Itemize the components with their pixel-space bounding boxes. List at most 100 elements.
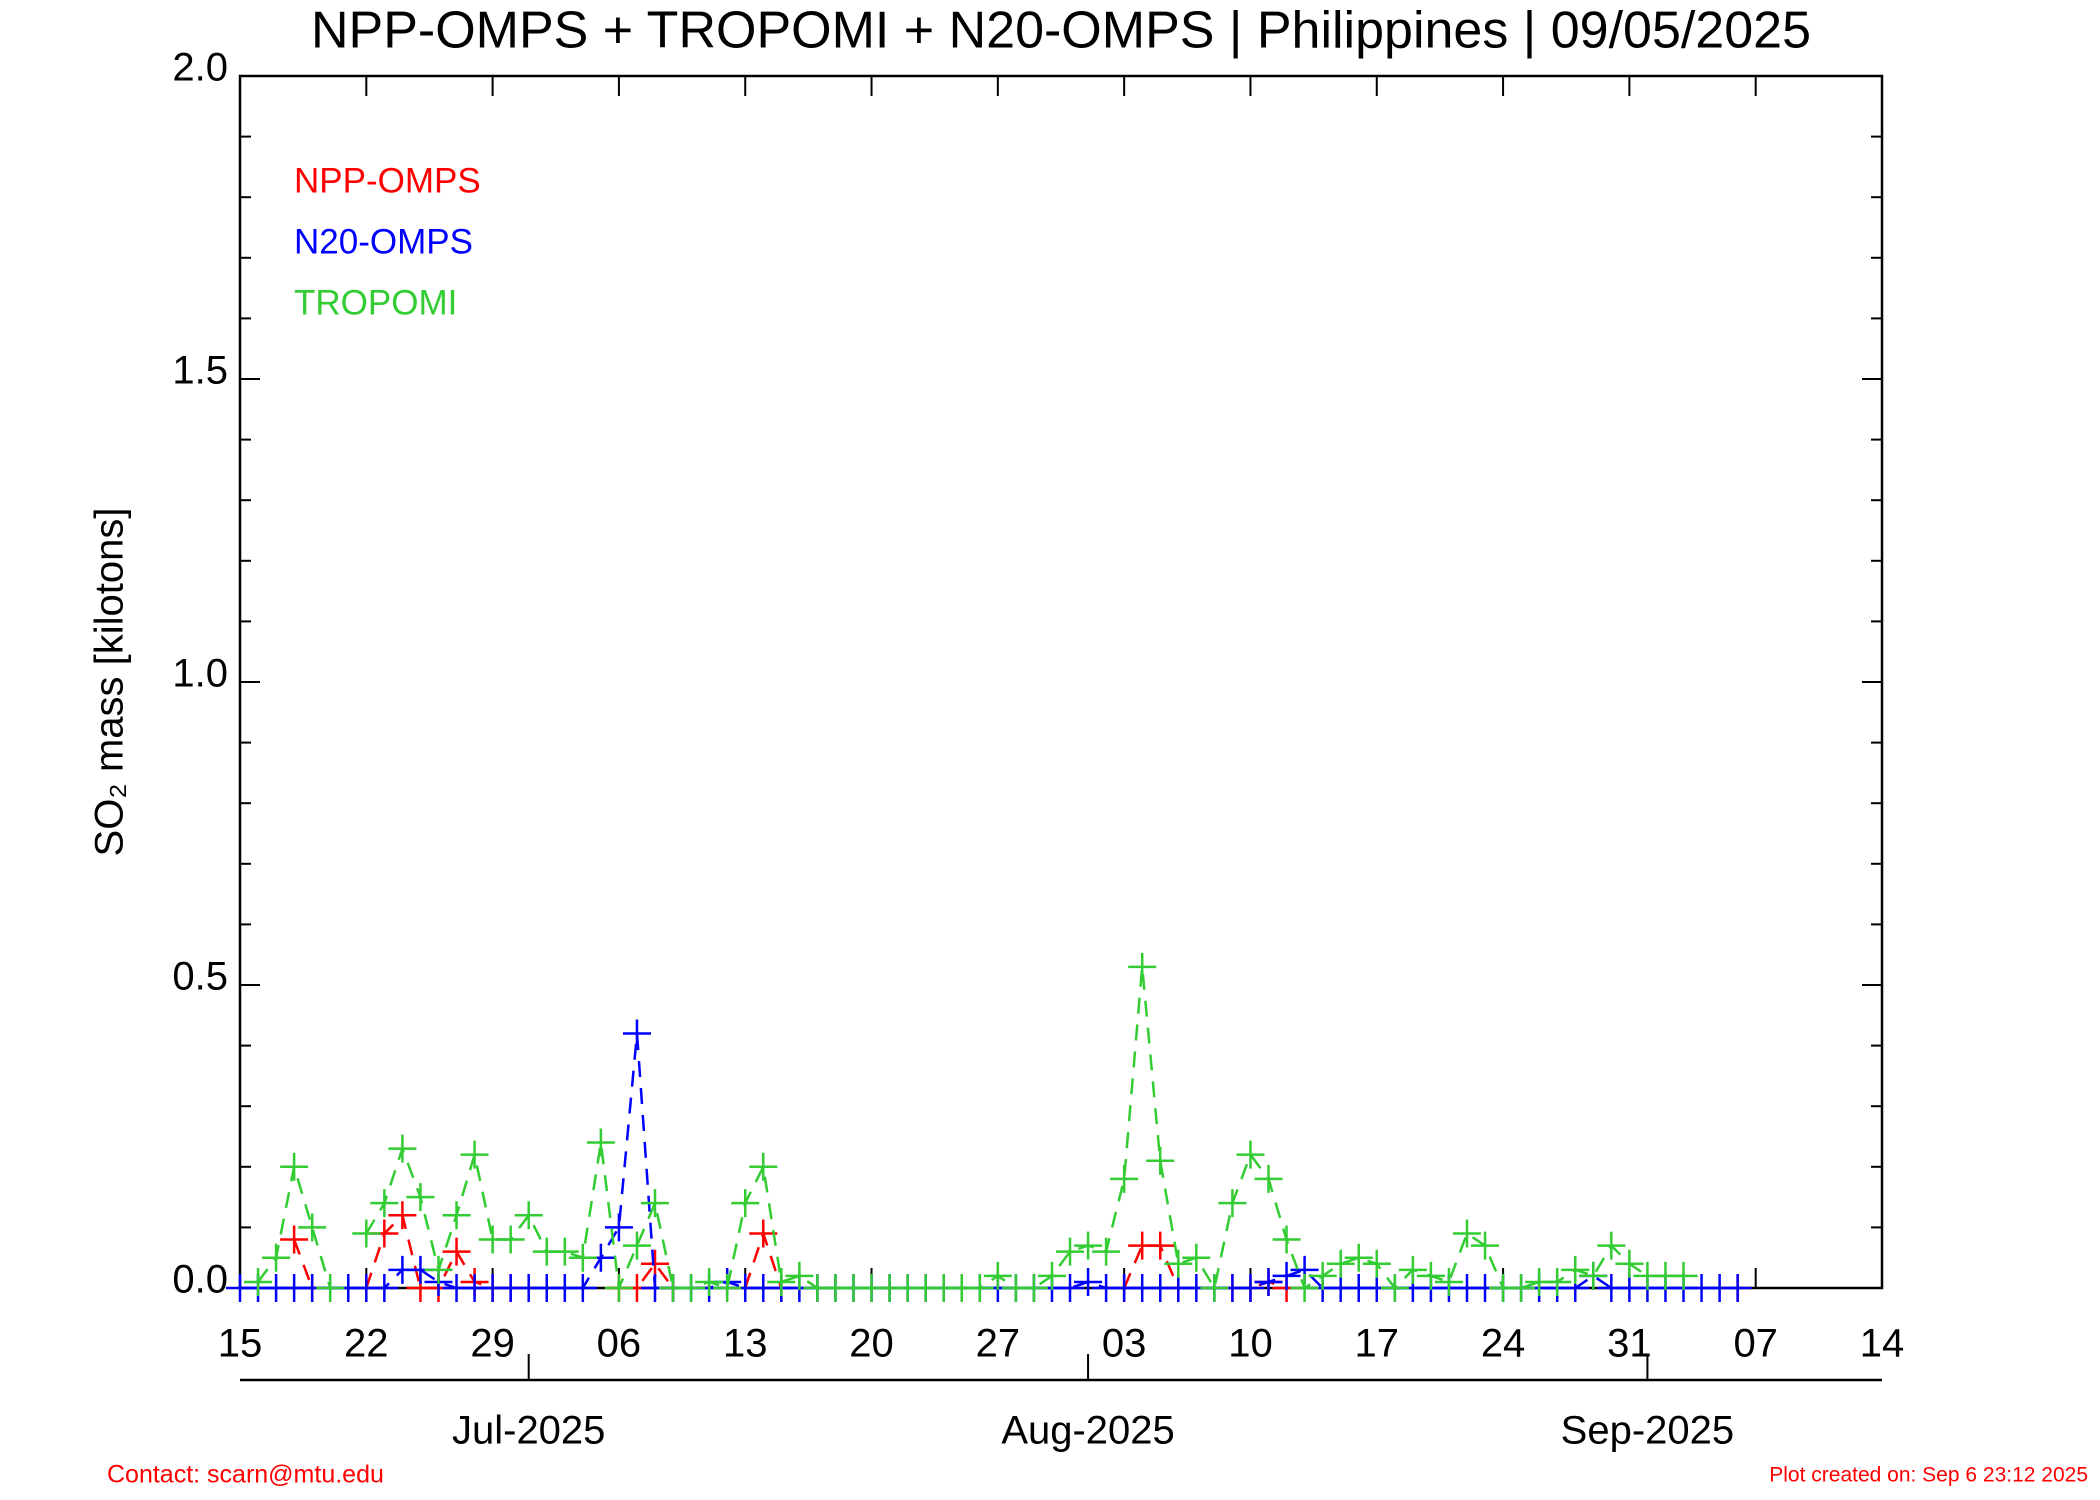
data-marker bbox=[695, 1267, 724, 1296]
data-marker bbox=[496, 1225, 525, 1254]
data-marker bbox=[262, 1243, 291, 1272]
data-marker bbox=[1615, 1249, 1644, 1278]
data-marker bbox=[677, 1274, 706, 1302]
data-marker bbox=[298, 1213, 327, 1242]
y-tick-label: 0.5 bbox=[172, 955, 228, 999]
data-marker bbox=[1128, 952, 1157, 981]
data-marker bbox=[1561, 1255, 1590, 1284]
data-marker bbox=[983, 1261, 1012, 1290]
data-marker bbox=[1416, 1261, 1445, 1290]
data-marker bbox=[280, 1225, 309, 1254]
x-tick-label: 15 bbox=[218, 1322, 263, 1366]
data-marker bbox=[442, 1237, 471, 1266]
x-tick-label: 10 bbox=[1228, 1322, 1273, 1366]
month-label: Aug-2025 bbox=[1001, 1409, 1174, 1453]
data-marker bbox=[460, 1140, 489, 1169]
data-marker bbox=[388, 1201, 417, 1230]
data-marker bbox=[1146, 1231, 1175, 1260]
data-marker bbox=[1398, 1255, 1427, 1284]
legend-entry: N20-OMPS bbox=[294, 222, 473, 261]
data-marker bbox=[785, 1261, 814, 1290]
month-label: Sep-2025 bbox=[1561, 1409, 1734, 1453]
data-marker bbox=[586, 1128, 615, 1157]
x-tick-label: 20 bbox=[849, 1322, 894, 1366]
x-tick-label: 22 bbox=[344, 1322, 389, 1366]
data-marker bbox=[1597, 1231, 1626, 1260]
data-marker bbox=[1452, 1219, 1481, 1248]
data-marker bbox=[370, 1274, 399, 1302]
data-marker bbox=[280, 1152, 309, 1181]
data-marker bbox=[622, 1231, 651, 1260]
data-marker bbox=[1290, 1274, 1319, 1302]
data-marker bbox=[713, 1274, 742, 1302]
data-marker bbox=[1218, 1189, 1247, 1218]
x-tick-label: 24 bbox=[1481, 1322, 1526, 1366]
data-marker bbox=[731, 1189, 760, 1218]
data-marker bbox=[1092, 1237, 1121, 1266]
data-marker bbox=[1380, 1274, 1409, 1302]
data-marker bbox=[1236, 1274, 1265, 1302]
data-marker bbox=[1434, 1267, 1463, 1296]
data-marker bbox=[316, 1274, 345, 1302]
legend-entry: NPP-OMPS bbox=[294, 161, 481, 200]
data-marker bbox=[1723, 1274, 1752, 1302]
data-marker bbox=[767, 1267, 796, 1296]
data-marker bbox=[388, 1134, 417, 1163]
x-tick-label: 29 bbox=[470, 1322, 515, 1366]
data-marker bbox=[1164, 1249, 1193, 1278]
data-marker bbox=[604, 1274, 633, 1302]
data-marker bbox=[442, 1201, 471, 1230]
data-marker bbox=[1471, 1231, 1500, 1260]
data-marker bbox=[1236, 1140, 1265, 1169]
data-marker bbox=[1543, 1267, 1572, 1296]
data-marker bbox=[1200, 1274, 1229, 1302]
data-marker bbox=[1074, 1231, 1103, 1260]
chart-title: NPP-OMPS + TROPOMI + N20-OMPS | Philippi… bbox=[311, 2, 1811, 60]
data-marker bbox=[424, 1255, 453, 1284]
data-marker bbox=[1254, 1267, 1283, 1296]
data-marker bbox=[244, 1267, 273, 1296]
x-tick-label: 13 bbox=[723, 1322, 768, 1366]
contact: Contact: scarn@mtu.edu bbox=[107, 1461, 384, 1489]
data-marker bbox=[1254, 1164, 1283, 1193]
data-marker bbox=[406, 1183, 435, 1212]
data-marker bbox=[514, 1201, 543, 1230]
created-note: Plot created on: Sep 6 23:12 2025 bbox=[1769, 1464, 2088, 1487]
data-marker bbox=[550, 1237, 579, 1266]
data-marker bbox=[604, 1213, 633, 1242]
data-marker bbox=[641, 1249, 670, 1278]
data-marker bbox=[1344, 1243, 1373, 1272]
x-tick-label: 14 bbox=[1860, 1322, 1905, 1366]
data-marker bbox=[1056, 1274, 1085, 1302]
data-marker bbox=[1110, 1164, 1139, 1193]
x-tick-label: 31 bbox=[1607, 1322, 1652, 1366]
month-label: Jul-2025 bbox=[452, 1409, 605, 1453]
data-marker bbox=[1272, 1225, 1301, 1254]
data-marker bbox=[370, 1189, 399, 1218]
data-marker bbox=[1362, 1249, 1391, 1278]
data-marker bbox=[1308, 1261, 1337, 1290]
data-marker bbox=[568, 1243, 597, 1272]
data-marker bbox=[1272, 1261, 1301, 1290]
y-tick-label: 0.0 bbox=[172, 1258, 228, 1302]
data-marker bbox=[352, 1219, 381, 1248]
x-tick-label: 17 bbox=[1355, 1322, 1400, 1366]
data-marker bbox=[1019, 1274, 1048, 1302]
legend-entry: TROPOMI bbox=[294, 283, 457, 322]
data-marker bbox=[568, 1274, 597, 1302]
data-marker bbox=[1182, 1243, 1211, 1272]
data-marker bbox=[749, 1152, 778, 1181]
data-marker bbox=[641, 1189, 670, 1218]
x-tick-label: 03 bbox=[1102, 1322, 1147, 1366]
y-tick-label: 1.0 bbox=[172, 652, 228, 696]
x-tick-label: 06 bbox=[597, 1322, 642, 1366]
x-tick-label: 07 bbox=[1733, 1322, 1778, 1366]
data-marker bbox=[1579, 1261, 1608, 1290]
y-tick-label: 1.5 bbox=[172, 349, 228, 393]
x-tick-label: 27 bbox=[976, 1322, 1021, 1366]
data-marker bbox=[1326, 1249, 1355, 1278]
data-marker bbox=[1074, 1267, 1103, 1296]
y-tick-label: 2.0 bbox=[172, 46, 228, 90]
